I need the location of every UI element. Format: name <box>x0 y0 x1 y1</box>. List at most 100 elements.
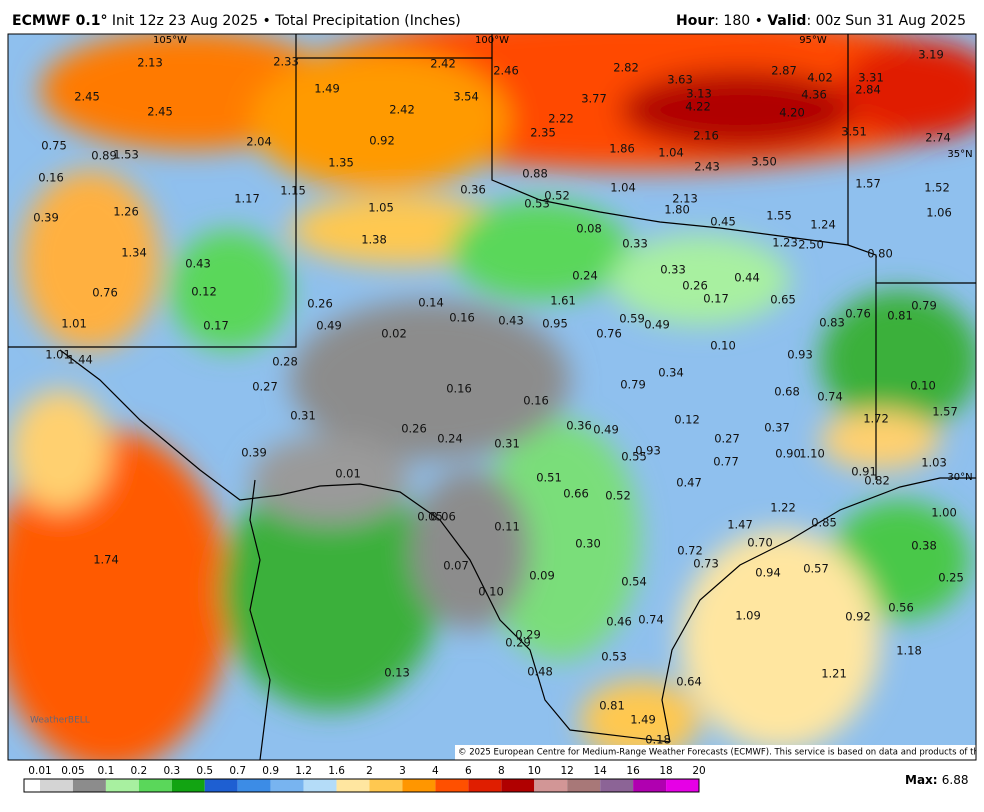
point-label: 3.13 <box>686 87 712 101</box>
point-label: 0.94 <box>755 566 781 580</box>
point-label: 0.82 <box>864 474 890 488</box>
max: Max: 6.88 <box>905 773 968 787</box>
point-label: 2.13 <box>137 56 163 70</box>
point-label: 0.07 <box>443 559 469 573</box>
point-label: 1.26 <box>113 205 139 219</box>
legend-label: 0.9 <box>262 765 279 777</box>
point-label: 0.27 <box>714 432 740 446</box>
point-label: 1.38 <box>361 233 387 247</box>
point-label: 0.06 <box>430 510 456 524</box>
legend-label: 0.7 <box>229 765 246 777</box>
legend-label: 14 <box>593 765 607 777</box>
point-label: 0.18 <box>645 733 671 747</box>
point-label: 0.27 <box>252 380 278 394</box>
point-label: 0.73 <box>693 557 719 571</box>
point-label: 4.36 <box>801 88 827 102</box>
point-label: 0.90 <box>775 447 801 461</box>
legend-swatch <box>40 779 73 792</box>
point-label: 2.82 <box>613 61 639 75</box>
model: ECMWF 0.1° <box>12 13 107 29</box>
point-label: 1.24 <box>810 218 836 232</box>
legend-swatch <box>501 779 535 792</box>
point-label: 0.65 <box>770 293 796 307</box>
point-label: 0.12 <box>674 413 700 427</box>
legend-label: 16 <box>626 765 640 777</box>
point-label: 0.43 <box>498 314 524 328</box>
boundaries <box>8 34 976 760</box>
point-label: 0.17 <box>703 292 729 306</box>
point-label: 4.20 <box>779 106 805 120</box>
point-label: 0.10 <box>710 339 736 353</box>
point-label: 0.79 <box>911 299 937 313</box>
legend-label: 2 <box>366 765 373 777</box>
point-label: 1.57 <box>855 177 881 191</box>
point-label: 0.52 <box>605 489 631 503</box>
point-label: 2.13 <box>672 192 698 206</box>
point-label: 0.79 <box>620 378 646 392</box>
point-label: 1.05 <box>368 201 394 215</box>
point-label: 2.16 <box>693 129 719 143</box>
point-label: 0.89 <box>91 149 117 163</box>
point-label: 0.92 <box>369 134 395 148</box>
legend-swatch <box>237 779 271 792</box>
point-label: 0.34 <box>658 366 684 380</box>
point-label: 0.16 <box>38 171 64 185</box>
point-label: 0.44 <box>734 271 760 285</box>
legend-label: 20 <box>692 765 705 777</box>
point-label: 2.46 <box>493 64 519 78</box>
point-label: 0.55 <box>621 450 647 464</box>
point-label: 0.72 <box>677 544 703 558</box>
point-label: 3.63 <box>667 73 693 87</box>
point-label: 2.42 <box>389 103 415 117</box>
point-label: 0.36 <box>460 183 486 197</box>
point-label: 0.10 <box>910 379 936 393</box>
point-label: 1.04 <box>610 181 636 195</box>
point-label: 2.87 <box>771 64 797 78</box>
legend-label: 12 <box>561 765 574 777</box>
legend-swatch <box>171 779 205 792</box>
point-label: 1.86 <box>609 142 635 156</box>
legend-swatch <box>303 779 337 792</box>
legend-label: 0.1 <box>98 765 115 777</box>
legend-label: 8 <box>498 765 505 777</box>
point-label: 2.33 <box>273 55 299 69</box>
point-label: 0.93 <box>635 444 661 458</box>
legend-swatch <box>567 779 601 792</box>
legend-swatch <box>138 779 172 792</box>
point-label: 0.25 <box>938 571 964 585</box>
point-label: 0.31 <box>494 437 520 451</box>
point-label: 0.16 <box>446 382 472 396</box>
point-label: 1.53 <box>113 148 139 162</box>
point-label: 1.52 <box>924 181 950 195</box>
point-label: 0.74 <box>817 390 843 404</box>
legend-label: 1.2 <box>295 765 312 777</box>
point-label: 0.76 <box>596 327 622 341</box>
point-label: 0.26 <box>401 422 427 436</box>
hour-value: : 180 • <box>714 13 763 29</box>
point-label: 2.45 <box>74 90 100 104</box>
legend-swatch <box>72 779 106 792</box>
point-label: 3.31 <box>858 71 884 85</box>
point-label: 1.49 <box>630 713 656 727</box>
legend-swatch <box>600 779 634 792</box>
point-label: 0.24 <box>437 432 463 446</box>
point-label: 0.81 <box>887 309 913 323</box>
point-label: 0.76 <box>92 286 118 300</box>
point-label: 0.08 <box>576 222 602 236</box>
point-label: 0.53 <box>524 197 550 211</box>
point-label: 1.74 <box>93 553 119 567</box>
legend-label: 0.3 <box>163 765 180 777</box>
point-label: 1.18 <box>896 644 922 658</box>
point-label: 2.84 <box>855 83 881 97</box>
point-label: 0.14 <box>418 296 444 310</box>
point-label: 0.29 <box>505 636 531 650</box>
legend-swatch <box>24 779 40 792</box>
legend-label: 1.6 <box>328 765 345 777</box>
point-label: 0.75 <box>41 139 67 153</box>
point-label: 0.10 <box>478 585 504 599</box>
point-label: 0.16 <box>449 311 475 325</box>
point-label: 0.47 <box>676 476 702 490</box>
point-label: 0.49 <box>593 423 619 437</box>
header-right: Hour: 180 • Valid: 00z Sun 31 Aug 2025 <box>676 13 966 29</box>
